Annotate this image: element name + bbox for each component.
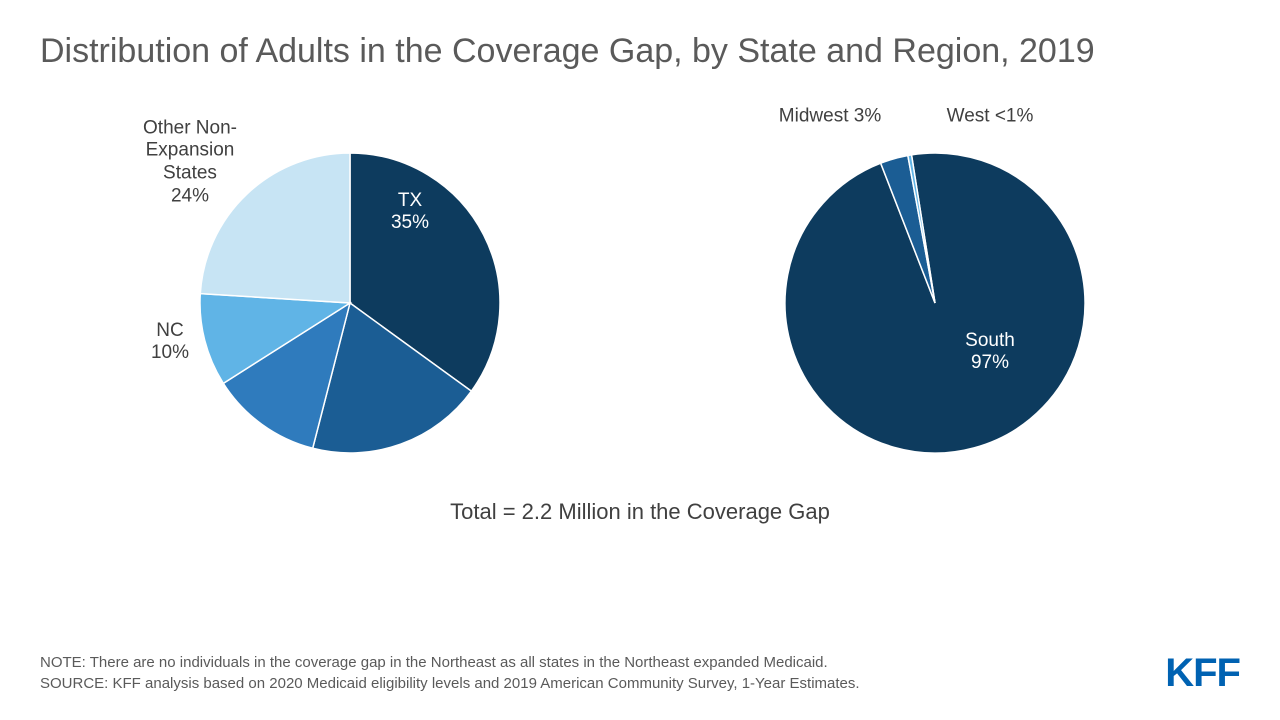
source-line: SOURCE: KFF analysis based on 2020 Medic…: [40, 673, 1240, 694]
slice-label-fl: FL19%: [321, 450, 359, 496]
slice-label-tx: TX35%: [391, 190, 429, 236]
total-caption: Total = 2.2 Million in the Coverage Gap: [40, 499, 1240, 525]
kff-logo: KFF: [1165, 651, 1240, 696]
charts-row: TX35% FL19% GA12% NC10% Other Non-ExpansionS…: [40, 93, 1240, 493]
pie-chart-by-state: TX35% FL19% GA12% NC10% Other Non-ExpansionS…: [60, 93, 620, 493]
slice-label-midwest: Midwest 3%: [779, 105, 881, 128]
slice-label-nc: NC10%: [151, 320, 189, 366]
slice-label-ga: GA12%: [191, 410, 229, 456]
slice-label-west: West <1%: [947, 105, 1034, 128]
note-line: NOTE: There are no individuals in the co…: [40, 652, 1240, 673]
pie-chart-by-region: South97% Midwest 3% West <1%: [660, 93, 1220, 493]
page-title: Distribution of Adults in the Coverage G…: [40, 30, 1240, 73]
slide: Distribution of Adults in the Coverage G…: [0, 0, 1280, 720]
slice-label-south: South97%: [965, 330, 1015, 376]
slice-label-other: Other Non-ExpansionStates24%: [143, 117, 237, 208]
pie-svg: [660, 93, 1220, 493]
footer: NOTE: There are no individuals in the co…: [40, 652, 1240, 694]
